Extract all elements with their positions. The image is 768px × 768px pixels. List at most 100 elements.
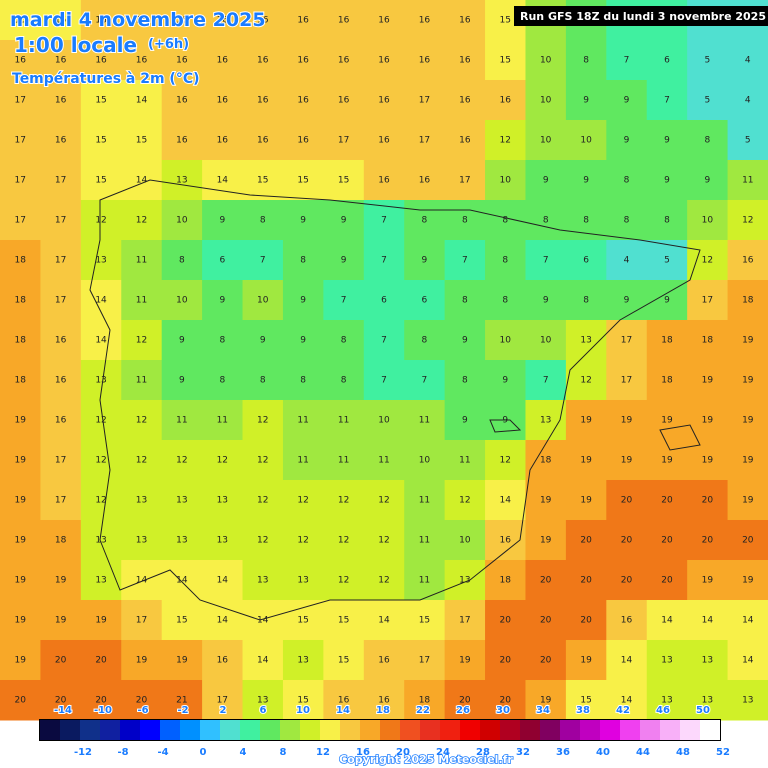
temp-value: 9 — [300, 216, 306, 226]
temp-cell — [282, 640, 324, 681]
temp-value: 16 — [378, 696, 390, 706]
legend-swatch — [700, 720, 720, 740]
temp-value: 10 — [378, 416, 390, 426]
temp-cell — [727, 280, 768, 321]
legend-swatch — [280, 720, 300, 740]
temp-cell — [727, 520, 768, 561]
legend-swatch — [200, 720, 220, 740]
temp-cell — [40, 640, 82, 681]
temp-value: 7 — [381, 376, 387, 386]
temp-cell — [646, 320, 688, 361]
temp-value: 16 — [459, 96, 471, 106]
temp-value: 13 — [661, 656, 672, 666]
temp-cell — [727, 240, 768, 281]
temp-value: 19 — [742, 456, 754, 466]
temp-value: 18 — [14, 336, 26, 346]
temp-cell — [121, 200, 163, 241]
temp-value: 8 — [583, 216, 589, 226]
temp-cell — [444, 640, 486, 681]
temp-value: 15 — [419, 616, 430, 626]
temp-cell — [0, 160, 41, 201]
temp-value: 16 — [297, 16, 309, 26]
temp-value: 19 — [14, 576, 26, 586]
temp-cell — [687, 80, 729, 121]
temp-cell — [363, 440, 405, 481]
temp-cell — [323, 80, 365, 121]
temp-cell — [525, 120, 567, 161]
temp-value: 15 — [257, 176, 268, 186]
temp-cell — [40, 680, 82, 721]
temp-cell — [444, 280, 486, 321]
legend-swatch — [640, 720, 660, 740]
temp-cell — [282, 40, 324, 81]
temp-cell — [565, 160, 607, 201]
temp-cell — [485, 360, 526, 401]
temp-cell — [242, 680, 284, 721]
temp-value: 10 — [540, 136, 552, 146]
temp-value: 15 — [55, 16, 66, 26]
legend-label: 6 — [260, 705, 267, 716]
temp-cell — [404, 360, 446, 401]
temp-cell — [485, 480, 526, 521]
temp-cell — [202, 280, 244, 321]
temp-cell — [80, 680, 122, 721]
temp-cell — [687, 480, 729, 521]
legend-label: 38 — [576, 705, 590, 716]
temp-cell — [282, 120, 324, 161]
temp-value: 12 — [338, 496, 349, 506]
temp-value: 7 — [624, 56, 630, 66]
temp-value: 9 — [300, 296, 306, 306]
legend-label: 12 — [316, 747, 330, 758]
temp-value: 20 — [500, 696, 512, 706]
temp-cell — [0, 560, 41, 601]
temp-value: 9 — [341, 256, 347, 266]
temp-cell — [242, 120, 284, 161]
temp-value: 16 — [95, 56, 107, 66]
temp-value: 11 — [136, 256, 147, 266]
legend-swatch — [580, 720, 600, 740]
temp-value: 16 — [217, 96, 229, 106]
temp-value: 12 — [95, 496, 106, 506]
legend-swatch — [100, 720, 120, 740]
temp-cell — [202, 0, 244, 41]
temp-cell — [80, 240, 122, 281]
temp-cell — [161, 0, 203, 41]
temp-value: 8 — [502, 216, 508, 226]
temp-value: 8 — [260, 216, 266, 226]
temp-value: 19 — [742, 376, 754, 386]
temp-cell — [646, 400, 688, 441]
temp-value: 12 — [95, 456, 106, 466]
temp-cell — [727, 200, 768, 241]
temp-cell — [161, 160, 203, 201]
map-date: mardi 4 novembre 2025 — [10, 9, 266, 31]
temp-cell — [687, 640, 729, 681]
temp-value: 11 — [338, 416, 349, 426]
temp-cell — [0, 440, 41, 481]
temp-value: 16 — [257, 56, 269, 66]
legend-swatch — [60, 720, 80, 740]
temp-cell — [404, 440, 446, 481]
temp-value: 16 — [136, 56, 148, 66]
temp-value: 13 — [95, 536, 106, 546]
temp-cell — [525, 600, 567, 641]
temp-cell — [485, 80, 526, 121]
legend-swatch — [560, 720, 580, 740]
temp-value: 16 — [55, 376, 67, 386]
temp-cell — [323, 640, 365, 681]
legend-swatch — [180, 720, 200, 740]
temp-value: 9 — [543, 296, 549, 306]
temp-value: 15 — [338, 616, 349, 626]
legend-swatch — [300, 720, 320, 740]
temp-value: 12 — [136, 336, 147, 346]
temp-value: 9 — [219, 296, 225, 306]
temp-cell — [444, 240, 486, 281]
temp-value: 9 — [705, 176, 711, 186]
temp-value: 16 — [378, 96, 390, 106]
temp-value: 15 — [95, 96, 106, 106]
temp-cell — [444, 480, 486, 521]
temp-cell — [282, 200, 324, 241]
temp-value: 20 — [540, 656, 552, 666]
temp-value: 8 — [300, 256, 306, 266]
temp-cell — [161, 280, 203, 321]
temp-value: 16 — [55, 416, 67, 426]
